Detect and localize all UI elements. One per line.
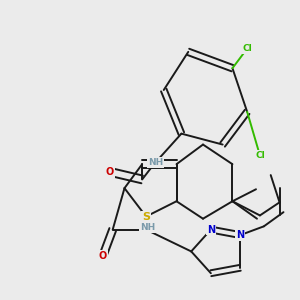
Text: O: O — [99, 251, 107, 261]
Text: O: O — [106, 167, 114, 177]
Text: Cl: Cl — [255, 151, 265, 160]
Text: S: S — [142, 212, 150, 221]
Text: Cl: Cl — [242, 44, 252, 53]
Text: N: N — [236, 230, 244, 240]
Text: NH: NH — [140, 224, 155, 232]
Text: N: N — [207, 225, 215, 235]
Text: NH: NH — [148, 158, 163, 167]
